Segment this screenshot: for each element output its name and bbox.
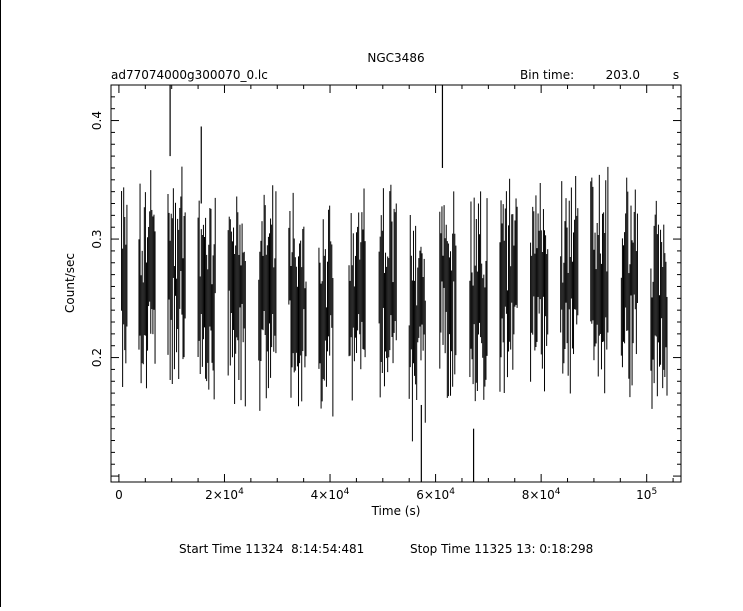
bin-time-value: 203.0 [606,68,640,82]
y-axis-label: Count/sec [63,253,77,313]
data-series [121,85,668,482]
bin-time-label: Bin time: [520,68,574,82]
x-tick-label: 6×104 [416,487,455,502]
plot-frame [110,84,682,483]
x-axis-ticks: 0 2×104 4×104 6×104 8×104 105 [115,85,674,502]
x-tick-label: 105 [636,487,657,502]
x-tick-label: 2×104 [205,487,244,502]
x-axis-label: Time (s) [371,504,421,518]
x-tick-label: 4×104 [311,487,350,502]
y-axis-ticks: 0.2 0.3 0.4 [90,84,681,477]
y-tick-label: 0.4 [90,111,104,130]
window-left-border [0,0,1,607]
file-name-label: ad77074000g300070_0.lc [111,68,268,82]
x-tick-label: 0 [115,488,123,502]
stop-time-text: Stop Time 11325 13: 0:18:298 [410,542,593,556]
y-tick-label: 0.3 [90,230,104,249]
chart-title: NGC3486 [367,51,424,65]
bin-time-unit: s [673,68,679,82]
start-time-text: Start Time 11324 8:14:54:481 [179,542,364,556]
y-tick-label: 0.2 [90,348,104,367]
x-tick-label: 8×104 [522,487,561,502]
